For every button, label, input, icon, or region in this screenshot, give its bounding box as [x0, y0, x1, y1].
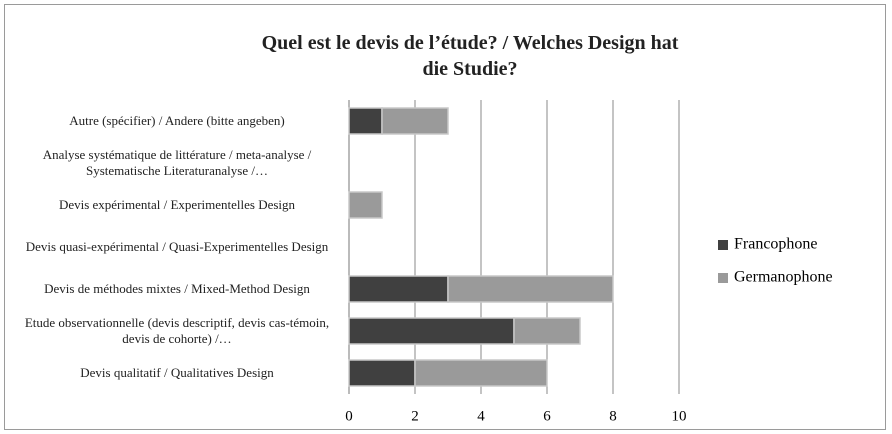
y-tick-label: Devis de méthodes mixtes / Mixed-Method … — [44, 281, 310, 296]
x-tick-label: 4 — [477, 408, 485, 424]
y-tick-label: Etude observationnelle (devis descriptif… — [24, 315, 330, 346]
y-tick-label: Devis expérimental / Experimentelles Des… — [58, 197, 296, 212]
x-tick-label: 8 — [609, 408, 617, 424]
bar-segment — [348, 275, 449, 303]
y-tick-label: Devis quasi-expérimental / Quasi-Experim… — [25, 239, 329, 254]
legend-swatch — [718, 240, 728, 250]
bar-segment — [348, 107, 383, 135]
legend-label: Francophone — [734, 236, 818, 253]
bar-segment — [513, 317, 581, 345]
y-tick-label: Analyse systématique de littérature / me… — [42, 147, 312, 178]
bar-segment — [348, 317, 515, 345]
legend-swatch — [718, 273, 728, 283]
bar-segment — [348, 191, 383, 219]
bar-segment — [414, 359, 548, 387]
x-tick-label: 2 — [411, 408, 419, 424]
x-tick-label: 6 — [543, 408, 551, 424]
bar-segment — [381, 107, 449, 135]
bar-segment — [348, 359, 416, 387]
chart-title: Quel est le devis de l’étude? / Welches … — [261, 32, 679, 80]
x-tick-label: 0 — [345, 408, 353, 424]
y-tick-label: Devis qualitatif / Qualitatives Design — [80, 365, 274, 380]
frame — [4, 4, 886, 430]
y-tick-label: Autre (spécifier) / Andere (bitte angebe… — [69, 113, 285, 128]
bar-segment — [447, 275, 614, 303]
legend-label: Germanophone — [734, 269, 833, 286]
x-tick-label: 10 — [672, 408, 687, 424]
